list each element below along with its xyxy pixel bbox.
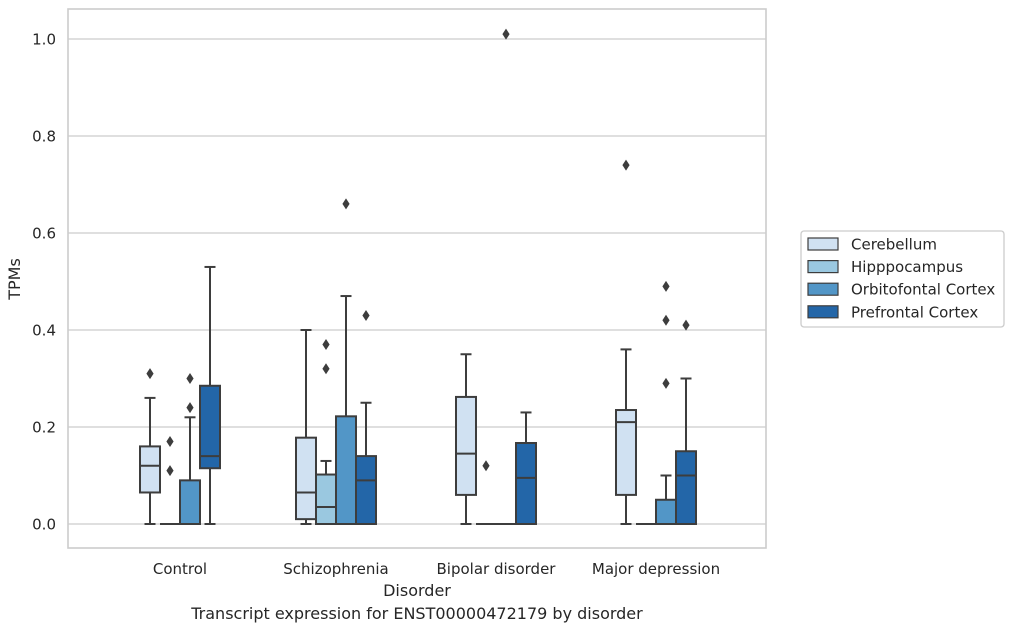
box-body: [675, 450, 697, 525]
outlier-point: [342, 198, 350, 210]
x-tick-label: Schizophrenia: [283, 560, 388, 578]
outlier-point: [322, 339, 330, 351]
outlier-point: [322, 363, 330, 375]
y-axis-label: TPMs: [5, 258, 24, 301]
box-1: [335, 198, 357, 525]
box-1: [295, 329, 317, 525]
outlier-point: [482, 460, 490, 472]
x-axis-label: Disorder: [383, 581, 451, 600]
outlier-point: [166, 436, 174, 448]
outlier-point: [662, 280, 670, 292]
legend-frame: [800, 230, 1005, 328]
box-3: [675, 319, 697, 525]
x-tick-label: Bipolar disorder: [437, 560, 557, 578]
box-2: [515, 411, 537, 526]
box-body: [455, 395, 477, 496]
legend: Cerebellum Hipppocampus Orbitofontal Corte…: [800, 230, 1005, 328]
box-2: [455, 353, 477, 525]
box-body: [179, 479, 201, 526]
legend-swatch: [807, 237, 839, 251]
y-tick-label: 0.0: [32, 516, 56, 534]
box-0: [139, 368, 161, 525]
legend-label: Cerebellum: [851, 236, 937, 254]
outlier-point: [662, 377, 670, 389]
box-body: [515, 442, 537, 526]
x-axis-ticks: Control Schizophrenia Bipolar disorder Majo…: [153, 560, 720, 578]
x-tick-label: Control: [153, 560, 207, 578]
box-2: [476, 460, 496, 525]
legend-swatch: [807, 305, 839, 319]
outlier-point: [502, 28, 510, 40]
box-0: [199, 265, 221, 525]
box-1: [315, 339, 337, 525]
plot-frame: [67, 8, 767, 549]
y-axis-ticks: 0.0 0.2 0.4 0.6 0.8 1.0: [32, 31, 56, 534]
legend-label: Orbitofontal Cortex: [851, 281, 995, 299]
y-tick-label: 0.6: [32, 225, 56, 243]
box-body: [295, 436, 317, 521]
outlier-point: [362, 309, 370, 321]
y-tick-label: 0.4: [32, 322, 56, 340]
outlier-point: [682, 319, 690, 331]
grid-lines: [68, 38, 766, 525]
legend-swatch: [807, 260, 839, 274]
box-body: [139, 445, 161, 494]
box-2: [496, 28, 516, 525]
series-orbitofontal-cortex: [179, 28, 677, 526]
box-body: [655, 498, 677, 525]
outlier-point: [662, 314, 670, 326]
outlier-point: [622, 159, 630, 171]
legend-swatch: [807, 282, 839, 296]
box-3: [655, 280, 677, 525]
outlier-point: [186, 402, 194, 414]
outlier-point: [166, 465, 174, 477]
box-1: [355, 309, 377, 526]
legend-label: Hipppocampus: [851, 258, 963, 276]
box-body: [615, 409, 637, 496]
box-0: [179, 373, 201, 526]
y-tick-label: 0.8: [32, 128, 56, 146]
y-tick-label: 0.2: [32, 419, 56, 437]
outlier-point: [186, 373, 194, 384]
x-tick-label: Major depression: [592, 560, 720, 578]
box-3: [615, 159, 637, 525]
outlier-point: [146, 368, 154, 380]
series-hipppocampus: [160, 339, 656, 525]
y-tick-label: 1.0: [32, 31, 56, 49]
box-body: [315, 473, 337, 525]
box-body: [335, 415, 357, 525]
series-prefrontal-cortex: [199, 265, 697, 526]
series-cerebellum: [139, 159, 637, 525]
legend-label: Prefrontal Cortex: [851, 303, 978, 321]
box-body: [199, 384, 221, 470]
figure-caption: Transcript expression for ENST0000047217…: [191, 604, 643, 623]
box-body: [355, 455, 377, 526]
box-plot-series: [139, 28, 697, 526]
box-0: [160, 436, 180, 525]
